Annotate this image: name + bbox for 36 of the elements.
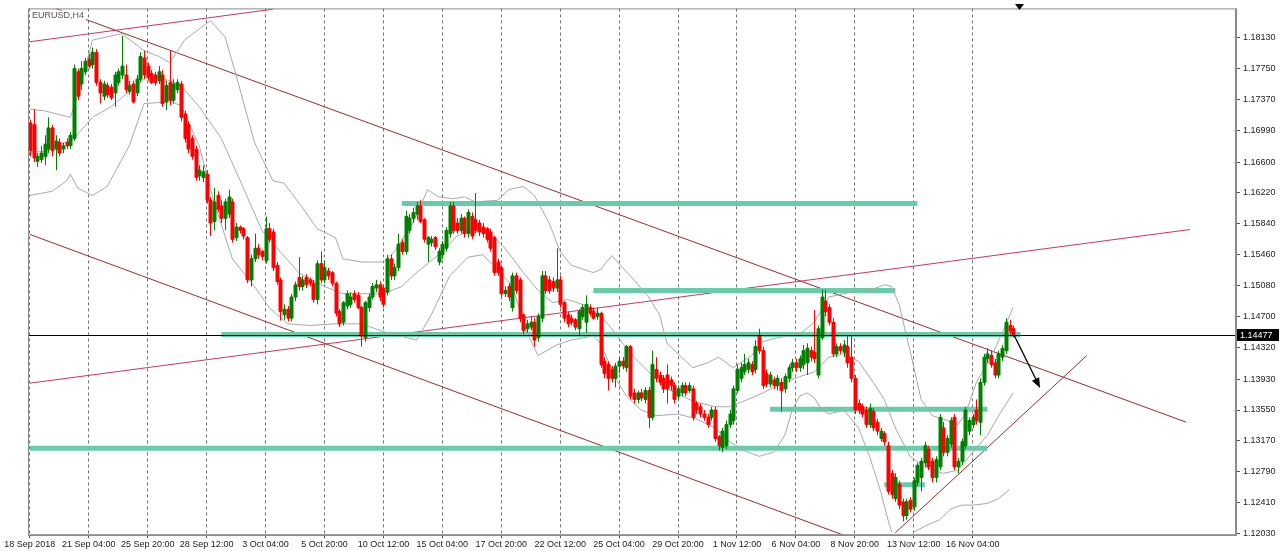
x-tick-label: 17 Oct 20:00 — [475, 539, 528, 550]
chart-title: EURUSD,H4 — [32, 10, 85, 21]
x-tick-label: 8 Nov 20:00 — [830, 539, 880, 550]
y-tick-label: 1.18130 — [1243, 32, 1276, 43]
x-tick-label: 25 Sep 20:00 — [120, 539, 175, 550]
y-tick-label: 1.15840 — [1243, 218, 1276, 229]
x-tick-label: 3 Oct 04:00 — [242, 539, 289, 550]
y-tick-label: 1.12790 — [1243, 466, 1276, 477]
y-tick-label: 1.16990 — [1243, 124, 1276, 135]
x-tick-label: 10 Oct 12:00 — [357, 539, 410, 550]
y-tick-label: 1.15080 — [1243, 280, 1276, 291]
y-tick-label: 1.12030 — [1243, 528, 1276, 539]
x-tick-label: 5 Oct 20:00 — [301, 539, 348, 550]
y-tick-label: 1.13930 — [1243, 373, 1276, 384]
x-tick-label: 21 Sep 04:00 — [61, 539, 116, 550]
x-tick-label: 13 Nov 12:00 — [886, 539, 941, 550]
y-tick-label: 1.16600 — [1243, 156, 1276, 167]
y-tick-label: 1.16220 — [1243, 187, 1276, 198]
x-tick-label: 28 Sep 12:00 — [179, 539, 234, 550]
x-tick-label: 6 Nov 04:00 — [771, 539, 821, 550]
x-tick-label: 25 Oct 04:00 — [593, 539, 645, 550]
x-tick-label: 15 Oct 04:00 — [416, 539, 469, 550]
y-tick-label: 1.14320 — [1243, 341, 1276, 352]
y-tick-label: 1.13170 — [1243, 435, 1276, 446]
y-tick-label: 1.13550 — [1243, 404, 1276, 415]
y-tick-label: 1.17750 — [1243, 63, 1276, 74]
y-tick-label: 1.15460 — [1243, 249, 1276, 260]
y-tick-label: 1.17370 — [1243, 93, 1276, 104]
y-tick-label: 1.12410 — [1243, 497, 1276, 508]
x-tick-label: 1 Nov 12:00 — [712, 539, 762, 550]
x-tick-label: 29 Oct 20:00 — [652, 539, 704, 550]
y-tick-label: 1.14700 — [1243, 311, 1276, 321]
x-tick-label: 18 Sep 2018 — [4, 539, 56, 550]
x-tick-label: 16 Nov 04:00 — [945, 539, 1000, 550]
x-tick-label: 22 Oct 12:00 — [534, 539, 586, 550]
ref-line-label: 1.14477 — [1240, 329, 1273, 340]
